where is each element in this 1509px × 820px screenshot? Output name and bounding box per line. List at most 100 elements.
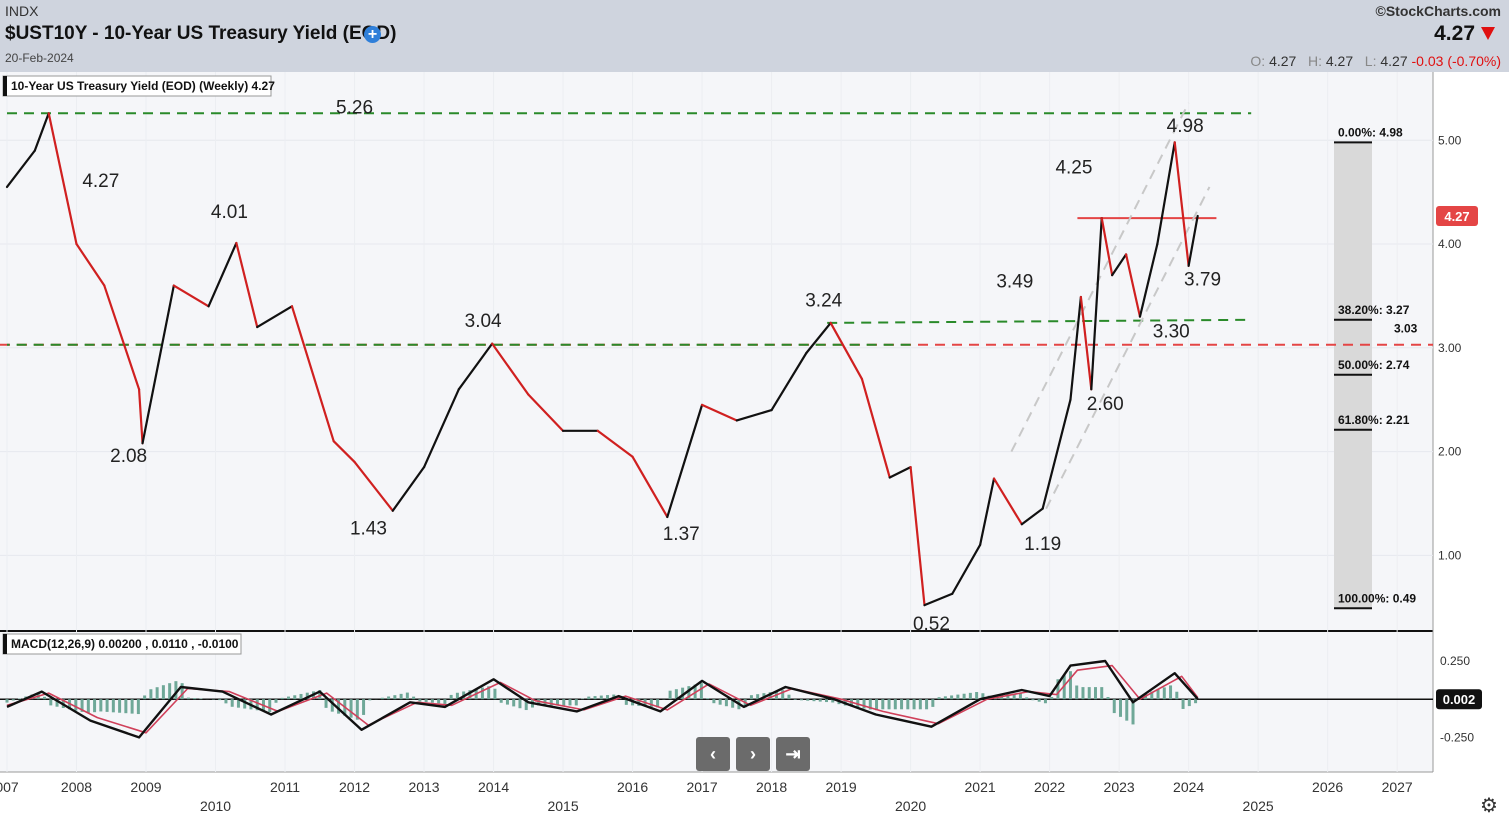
price-segment-down (829, 321, 864, 381)
price-segment-up (256, 305, 294, 329)
chart-title: $UST10Y - 10-Year US Treasury Yield (EOD… (5, 23, 397, 44)
price-segment-up (1069, 295, 1082, 401)
price-segment-up (207, 241, 238, 308)
price-tag-bg (1436, 206, 1478, 227)
price-tick-label: 3.00 (1438, 341, 1462, 355)
high-value: 4.27 (1325, 53, 1354, 69)
price-segment-down (137, 388, 144, 445)
price-segment-up (33, 112, 50, 152)
price-segment-up (422, 388, 460, 469)
major-year-label: 2010 (200, 798, 231, 814)
fib-level-label: 50.00%: 2.74 (1338, 358, 1410, 372)
price-segment-down (103, 284, 141, 391)
chart-header: INDX $UST10Y - 10-Year US Treasury Yield… (0, 0, 1509, 72)
price-segment-down (491, 342, 530, 396)
ohlc-readout: O: 4.27 H: 4.27 L: 4.27 -0.03 (-0.70%) (1250, 53, 1501, 69)
horizontal-line-label: 3.03 (1394, 322, 1418, 336)
price-segment-down (1124, 253, 1142, 318)
open-value: 4.27 (1269, 53, 1297, 69)
peak-label: 1.43 (350, 519, 387, 540)
year-label: 2018 (756, 779, 787, 795)
fib-level-label: 100.00%: 0.49 (1338, 591, 1416, 605)
peak-label: 3.04 (465, 311, 502, 332)
fib-level-label: 61.80%: 2.21 (1338, 413, 1410, 427)
price-segment-down (909, 466, 926, 607)
price-segment-up (1156, 141, 1176, 246)
add-symbol-icon[interactable]: + (364, 26, 381, 43)
scroll-left-icon[interactable]: ‹ (696, 737, 730, 771)
price-segment-down (1100, 216, 1114, 277)
price-segment-up (666, 403, 704, 519)
price-segment-up (888, 466, 912, 479)
peak-label: 4.01 (211, 202, 248, 223)
exchange-label: INDX (5, 3, 39, 19)
macd-series (0, 659, 1433, 739)
scroll-right-icon[interactable]: › (736, 737, 770, 771)
last-price: 4.27 (1434, 22, 1475, 45)
year-label: 2022 (1034, 779, 1065, 795)
fibonacci-band: 0.00%: 4.98 38.20%: 3.27 50.00%: 2.74 61.80… (1334, 125, 1416, 610)
peak-label: 4.25 (1055, 157, 1092, 178)
price-segment-up (1041, 398, 1072, 510)
price-segment-down (353, 460, 394, 512)
year-label: 2026 (1312, 779, 1343, 795)
macd-tag: 0.002 (1443, 692, 1476, 707)
fib-level-label: 0.00%: 4.98 (1338, 125, 1403, 139)
peak-label: 3.30 (1153, 321, 1190, 342)
chart-date: 20-Feb-2024 (5, 51, 74, 65)
price-segment-up (391, 466, 426, 512)
price-segment-up (1111, 253, 1128, 277)
copyright-label[interactable]: ©StockCharts.com (1375, 3, 1501, 19)
axes: 5.00 4.00 3.00 2.00 1.00 4.27 0.250 -0.250 0.002… (0, 133, 1482, 814)
peak-label: 2.08 (110, 446, 147, 467)
change-value: -0.03 (-0.70%) (1411, 53, 1501, 69)
peak-labels: 5.26 4.27 4.01 2.08 1.43 3.04 1.37 3.24 0.52 1.19… (82, 97, 1221, 635)
peak-label: 2.60 (1087, 394, 1124, 415)
year-label: 2017 (686, 779, 717, 795)
price-segment-down (631, 455, 669, 519)
peak-label: 4.98 (1167, 116, 1204, 137)
price-segment-up (770, 351, 808, 412)
low-value: 4.27 (1380, 53, 1408, 69)
year-label: 2023 (1104, 779, 1135, 795)
peak-label: 3.24 (805, 290, 842, 311)
price-segment-down (75, 242, 106, 287)
year-label: 2019 (826, 779, 857, 795)
price-panel-bg (0, 72, 1433, 632)
major-year-label: 2020 (895, 798, 926, 814)
price-segment-up (735, 408, 773, 422)
year-label: 007 (0, 779, 19, 795)
peak-label: 1.37 (663, 524, 700, 545)
year-label: 2008 (61, 779, 92, 795)
trend-line (1045, 186, 1211, 510)
open-label: O: (1250, 53, 1266, 69)
major-year-label: 2015 (547, 798, 578, 814)
trend-line (827, 318, 1252, 324)
price-tick-label: 1.00 (1438, 548, 1462, 562)
major-year-label: 2025 (1243, 798, 1274, 814)
price-segment-up (923, 592, 954, 607)
price-segment-down (332, 440, 356, 464)
year-label: 2009 (130, 779, 161, 795)
settings-gear-icon[interactable]: ⚙ (1480, 795, 1498, 817)
low-label: L: (1364, 53, 1377, 69)
price-segment-up (805, 321, 832, 355)
price-segment-down (992, 477, 1023, 526)
price-segment-up (1138, 242, 1159, 318)
year-label: 2014 (478, 779, 509, 795)
price-tag: 4.27 (1444, 209, 1469, 224)
annotation-lines: 3.03 (0, 102, 1433, 510)
peak-label: 1.19 (1024, 534, 1061, 555)
trend-line (1010, 102, 1190, 453)
price-segment-up (1187, 214, 1199, 267)
year-label: 2011 (270, 779, 300, 795)
macd-line (6, 659, 1199, 739)
macd-legend-swatch (3, 634, 7, 654)
price-legend: 10-Year US Treasury Yield (EOD) (Weekly)… (11, 79, 275, 93)
price-segment-up (457, 342, 494, 391)
scroll-end-icon[interactable]: ⇥ (776, 737, 810, 771)
price-segment-up (951, 543, 982, 595)
year-label: 2024 (1173, 779, 1204, 795)
price-series (5, 112, 1199, 607)
year-label: 2021 (965, 779, 996, 795)
